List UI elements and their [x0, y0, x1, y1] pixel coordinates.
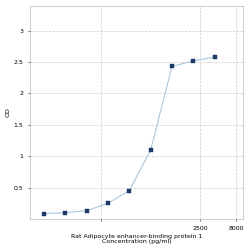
X-axis label: Rat Adipocyte enhancer-binding protein 1
Concentration (pg/ml): Rat Adipocyte enhancer-binding protein 1…: [71, 234, 202, 244]
Y-axis label: OD: OD: [6, 107, 10, 117]
